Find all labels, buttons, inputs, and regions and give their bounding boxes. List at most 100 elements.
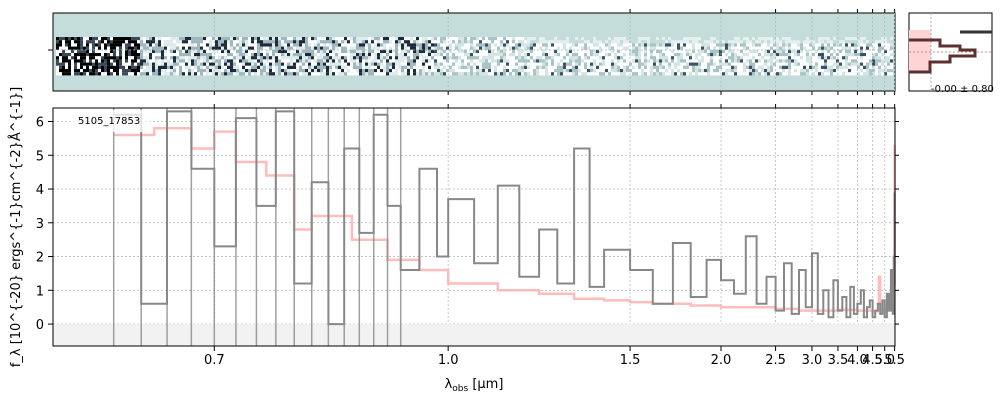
strip-cell bbox=[713, 53, 716, 57]
strip-cell bbox=[704, 49, 707, 53]
strip-cell bbox=[314, 40, 317, 44]
strip-cell bbox=[158, 62, 161, 66]
strip-cell bbox=[800, 43, 803, 47]
strip-cell bbox=[656, 43, 659, 47]
strip-cell bbox=[683, 46, 686, 50]
strip-cell bbox=[389, 72, 392, 76]
strip-cell bbox=[869, 62, 872, 66]
strip-cell bbox=[149, 37, 152, 41]
strip-cell bbox=[821, 40, 824, 44]
strip-cell bbox=[860, 56, 863, 60]
strip-cell bbox=[479, 37, 482, 41]
strip-cell bbox=[215, 56, 218, 60]
strip-cell bbox=[635, 49, 638, 53]
strip-cell bbox=[557, 53, 560, 57]
strip-cell bbox=[668, 37, 671, 41]
strip-cell bbox=[791, 69, 794, 73]
strip-cell bbox=[389, 59, 392, 63]
strip-cell bbox=[362, 59, 365, 63]
strip-cell bbox=[386, 62, 389, 66]
y-tick-label-3: 3 bbox=[36, 217, 44, 232]
strip-cell bbox=[371, 40, 374, 44]
strip-cell bbox=[140, 59, 143, 63]
strip-cell bbox=[524, 43, 527, 47]
strip-cell bbox=[599, 46, 602, 50]
strip-cell bbox=[350, 59, 353, 63]
strip-cell bbox=[479, 59, 482, 63]
strip-cell bbox=[149, 56, 152, 60]
strip-cell bbox=[632, 62, 635, 66]
strip-cell bbox=[824, 69, 827, 73]
strip-cell bbox=[233, 37, 236, 41]
strip-cell bbox=[581, 49, 584, 53]
strip-cell bbox=[860, 62, 863, 66]
strip-cell bbox=[200, 56, 203, 60]
strip-cell bbox=[392, 53, 395, 57]
strip-cell bbox=[698, 37, 701, 41]
strip-cell bbox=[83, 37, 86, 41]
strip-cell bbox=[398, 37, 401, 41]
strip-cell bbox=[524, 59, 527, 63]
strip-cell bbox=[689, 62, 692, 66]
strip-cell bbox=[257, 49, 260, 53]
strip-cell bbox=[548, 37, 551, 41]
strip-cell bbox=[179, 37, 182, 41]
strip-cell bbox=[782, 72, 785, 76]
strip-cell bbox=[341, 49, 344, 53]
strip-cell bbox=[530, 43, 533, 47]
strip-cell bbox=[746, 56, 749, 60]
strip-cell bbox=[566, 49, 569, 53]
strip-cell bbox=[737, 59, 740, 63]
strip-cell bbox=[137, 53, 140, 57]
strip-cell bbox=[185, 59, 188, 63]
strip-cell bbox=[218, 40, 221, 44]
strip-cell bbox=[416, 49, 419, 53]
strip-cell bbox=[458, 62, 461, 66]
strip-cell bbox=[743, 49, 746, 53]
strip-cell bbox=[182, 59, 185, 63]
strip-cell bbox=[503, 43, 506, 47]
strip-cell bbox=[869, 65, 872, 69]
strip-cell bbox=[644, 37, 647, 41]
strip-cell bbox=[617, 43, 620, 47]
strip-cell bbox=[437, 56, 440, 60]
strip-cell bbox=[116, 62, 119, 66]
strip-cell bbox=[188, 62, 191, 66]
strip-cell bbox=[80, 62, 83, 66]
strip-cell bbox=[191, 62, 194, 66]
strip-cell bbox=[302, 59, 305, 63]
strip-cell bbox=[503, 56, 506, 60]
strip-cell bbox=[830, 46, 833, 50]
strip-cell bbox=[497, 53, 500, 57]
strip-cell bbox=[254, 43, 257, 47]
strip-cell bbox=[440, 62, 443, 66]
strip-cell bbox=[812, 46, 815, 50]
strip-cell bbox=[350, 49, 353, 53]
strip-cell bbox=[428, 69, 431, 73]
strip-cell bbox=[314, 59, 317, 63]
strip-cell bbox=[824, 43, 827, 47]
strip-cell bbox=[458, 59, 461, 63]
strip-cell bbox=[68, 53, 71, 57]
strip-cell bbox=[668, 49, 671, 53]
strip-cell bbox=[743, 46, 746, 50]
strip-cell bbox=[431, 37, 434, 41]
strip-cell bbox=[458, 49, 461, 53]
strip-cell bbox=[827, 59, 830, 63]
strip-cell bbox=[140, 62, 143, 66]
x-axis: 0.7 1.0 1.5 2.0 2.5 3.0 3.54.04.55.05.5 bbox=[204, 104, 905, 368]
strip-cell bbox=[443, 69, 446, 73]
strip-cell bbox=[866, 49, 869, 53]
strip-cell bbox=[65, 65, 68, 69]
strip-cell bbox=[158, 56, 161, 60]
strip-cell bbox=[488, 69, 491, 73]
strip-cell bbox=[725, 37, 728, 41]
strip-cell bbox=[287, 53, 290, 57]
strip-cell bbox=[344, 40, 347, 44]
strip-cell bbox=[503, 65, 506, 69]
strip-cell bbox=[806, 43, 809, 47]
strip-cell bbox=[887, 72, 890, 76]
strip-cell bbox=[758, 69, 761, 73]
strip-cell bbox=[764, 72, 767, 76]
strip-cell bbox=[551, 59, 554, 63]
